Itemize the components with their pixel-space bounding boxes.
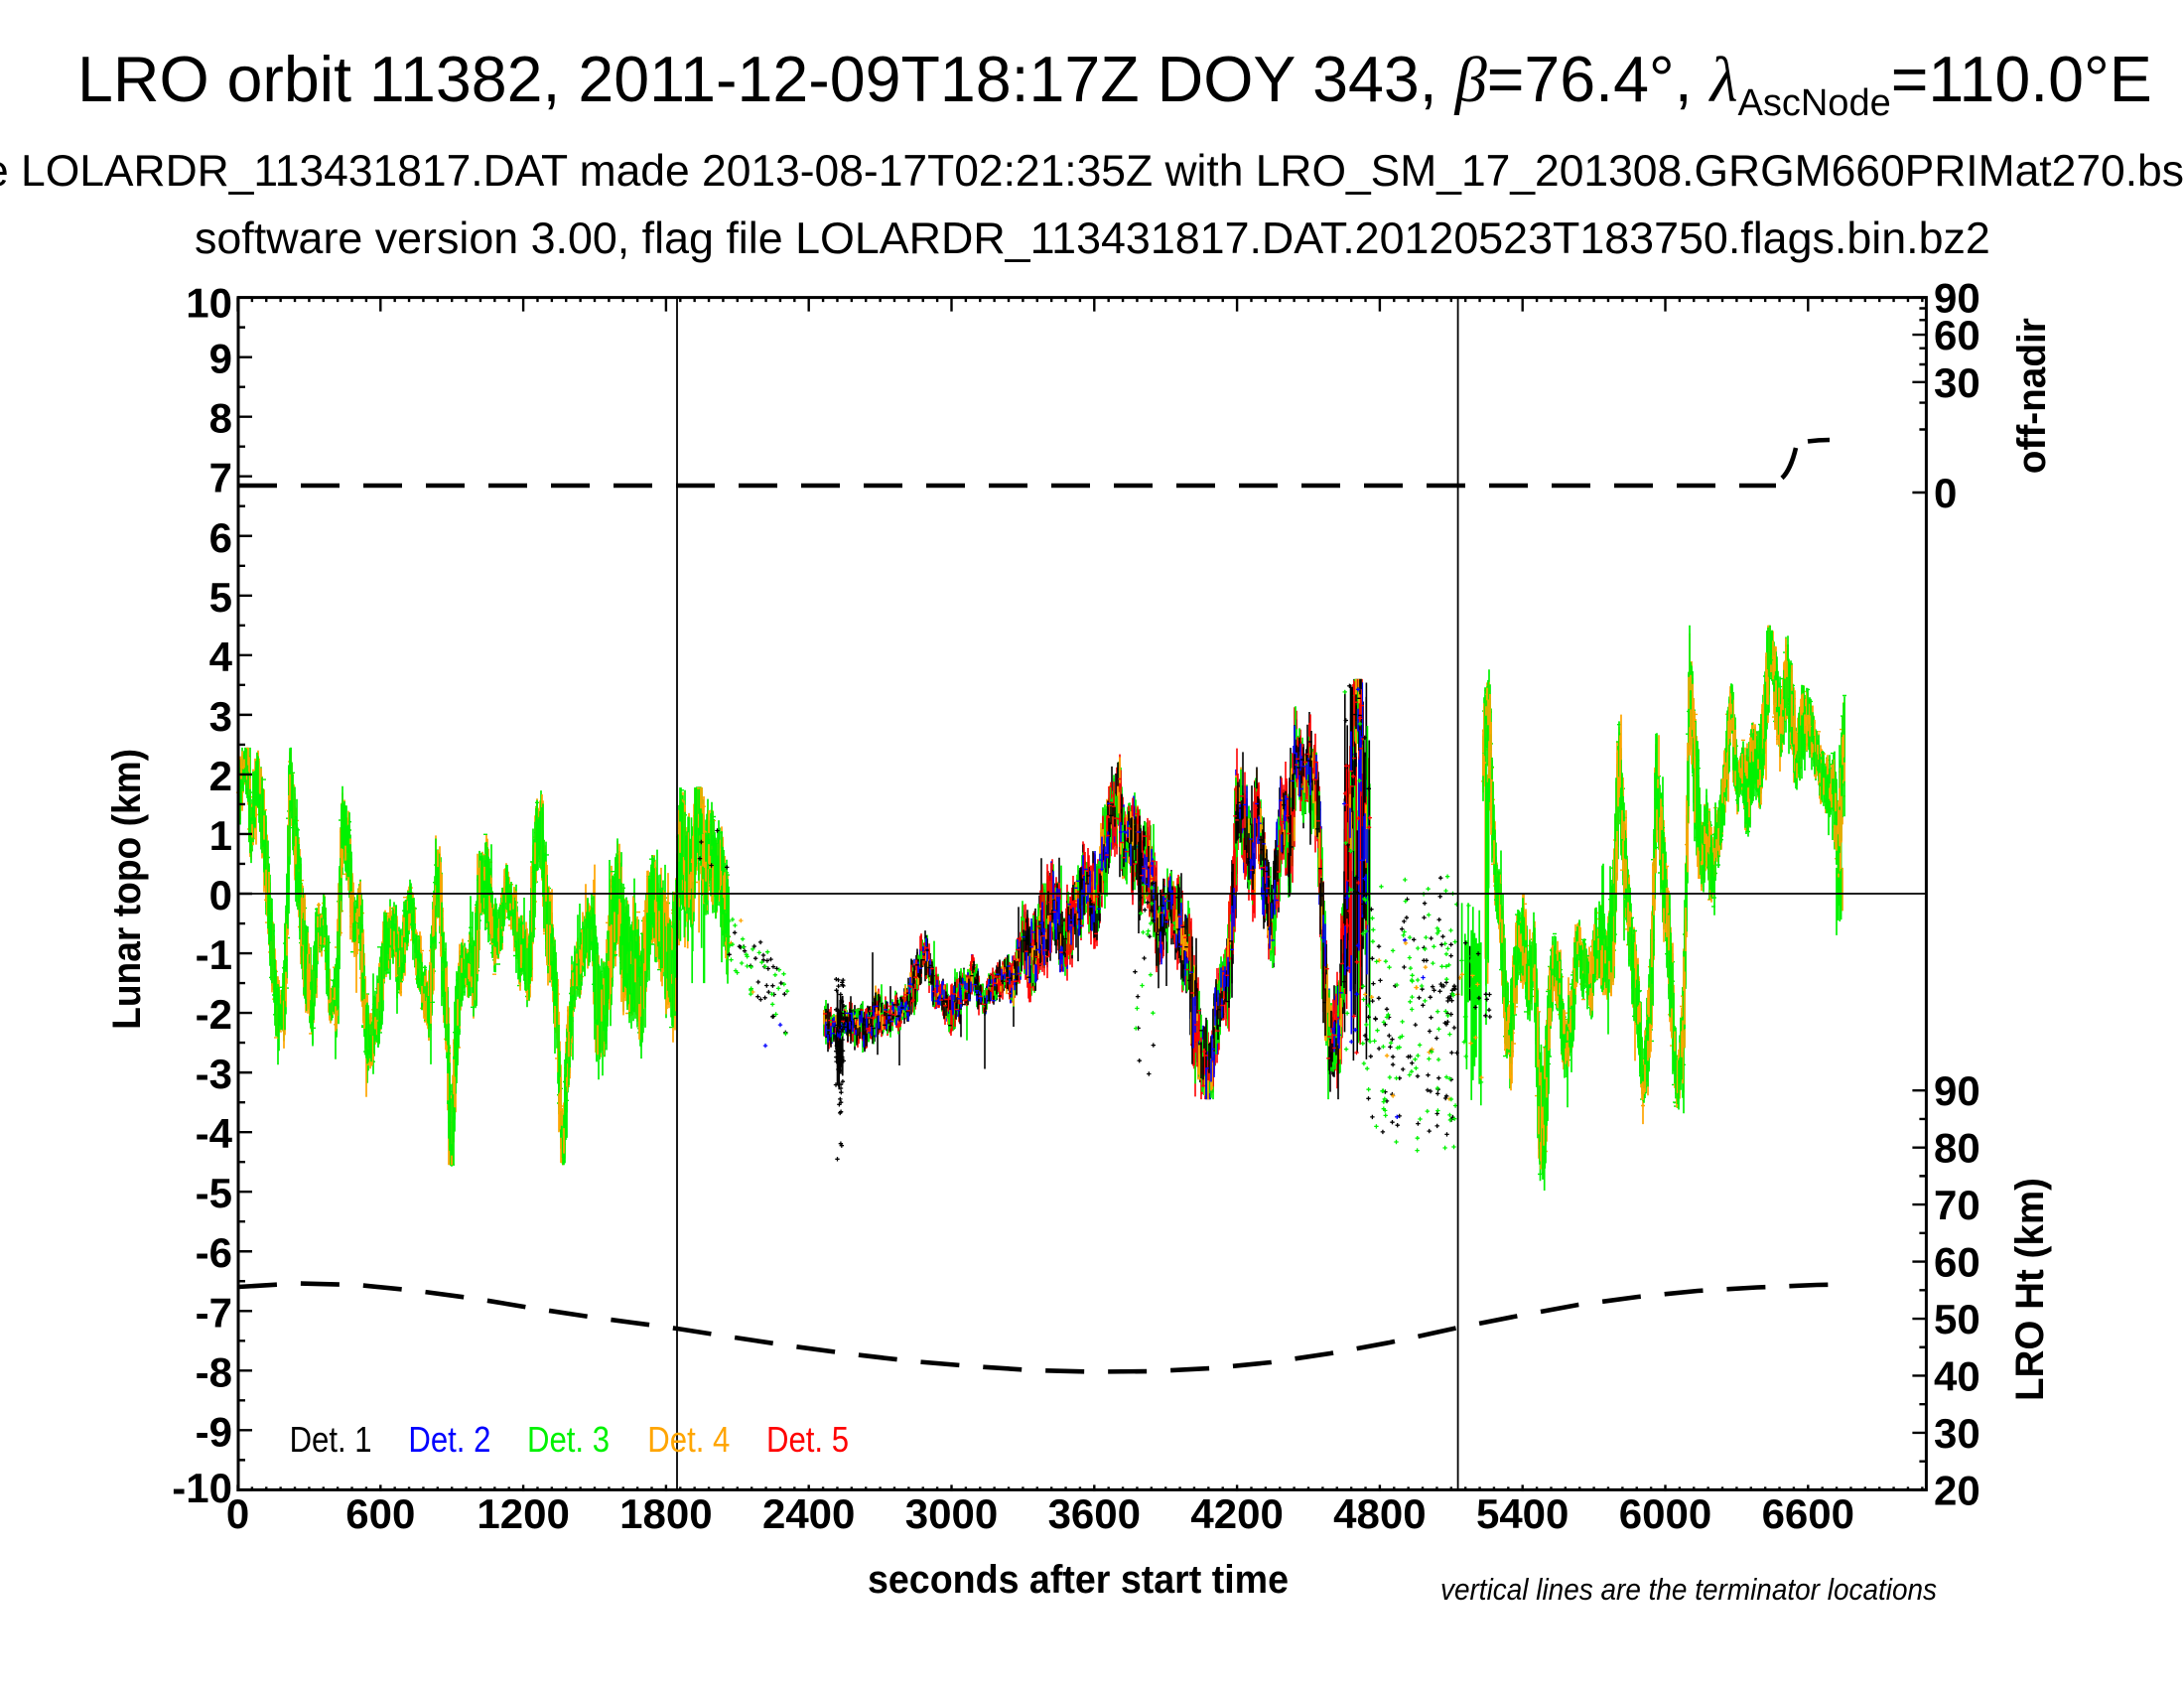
svg-text:-5: -5 — [196, 1170, 232, 1216]
svg-text:4: 4 — [209, 634, 233, 680]
svg-text:0: 0 — [209, 872, 232, 918]
svg-text:-2: -2 — [196, 991, 232, 1038]
svg-text:4800: 4800 — [1333, 1490, 1426, 1537]
svg-text:6000: 6000 — [1619, 1490, 1711, 1537]
svg-text:Det. 2: Det. 2 — [408, 1419, 490, 1460]
svg-text:1200: 1200 — [477, 1490, 569, 1537]
svg-text:90: 90 — [1934, 275, 1980, 322]
svg-text:-8: -8 — [196, 1348, 232, 1395]
svg-text:40: 40 — [1934, 1353, 1980, 1400]
svg-text:30: 30 — [1934, 1410, 1980, 1457]
svg-text:-3: -3 — [196, 1051, 232, 1097]
svg-text:Lunar topo (km): Lunar topo (km) — [105, 749, 149, 1030]
svg-text:0: 0 — [1934, 470, 1957, 516]
svg-text:3000: 3000 — [905, 1490, 998, 1537]
svg-text:600: 600 — [345, 1490, 415, 1537]
svg-text:-6: -6 — [196, 1229, 232, 1276]
svg-text:6: 6 — [209, 514, 232, 561]
svg-text:6600: 6600 — [1762, 1490, 1854, 1537]
svg-text:5400: 5400 — [1476, 1490, 1569, 1537]
svg-text:Det. 4: Det. 4 — [647, 1419, 730, 1460]
svg-text:software version 3.00, flag fi: software version 3.00, flag file LOLARDR… — [195, 213, 1990, 263]
svg-text:60: 60 — [1934, 1239, 1980, 1286]
svg-text:70: 70 — [1934, 1182, 1980, 1228]
svg-text:off-nadir: off-nadir — [2010, 318, 2054, 474]
svg-text:8: 8 — [209, 395, 232, 442]
svg-text:Det. 5: Det. 5 — [766, 1419, 849, 1460]
svg-text:seconds after start time: seconds after start time — [868, 1558, 1289, 1602]
svg-text:0: 0 — [226, 1490, 249, 1537]
svg-text:10: 10 — [186, 280, 232, 327]
svg-text:7: 7 — [209, 455, 232, 501]
svg-text:-1: -1 — [196, 931, 232, 978]
svg-text:60: 60 — [1934, 312, 1980, 358]
svg-text:e LOLARDR_113431817.DAT made 2: e LOLARDR_113431817.DAT made 2013-08-17T… — [0, 147, 2184, 196]
svg-text:-10: -10 — [172, 1465, 232, 1511]
svg-text:2400: 2400 — [762, 1490, 855, 1537]
svg-text:1800: 1800 — [619, 1490, 712, 1537]
svg-text:-4: -4 — [196, 1110, 233, 1157]
svg-text:-9: -9 — [196, 1408, 232, 1455]
svg-text:LRO Ht (km): LRO Ht (km) — [2008, 1178, 2052, 1401]
svg-text:3: 3 — [209, 693, 232, 740]
svg-text:-7: -7 — [196, 1289, 232, 1336]
svg-text:4200: 4200 — [1190, 1490, 1283, 1537]
svg-text:9: 9 — [209, 336, 232, 382]
svg-text:Det. 3: Det. 3 — [527, 1419, 610, 1460]
svg-text:30: 30 — [1934, 359, 1980, 406]
svg-text:vertical lines are the termina: vertical lines are the terminator locati… — [1440, 1572, 1937, 1607]
svg-text:1: 1 — [209, 812, 232, 859]
svg-text:Det. 1: Det. 1 — [290, 1419, 372, 1460]
svg-text:20: 20 — [1934, 1467, 1980, 1513]
svg-text:90: 90 — [1934, 1067, 1980, 1114]
svg-text:2: 2 — [209, 753, 232, 799]
svg-text:50: 50 — [1934, 1296, 1980, 1342]
svg-text:LRO orbit 11382, 2011-12-09T18: LRO orbit 11382, 2011-12-09T18:17Z DOY 3… — [77, 44, 2152, 124]
svg-text:3600: 3600 — [1048, 1490, 1141, 1537]
svg-text:80: 80 — [1934, 1125, 1980, 1172]
svg-text:5: 5 — [209, 574, 232, 621]
